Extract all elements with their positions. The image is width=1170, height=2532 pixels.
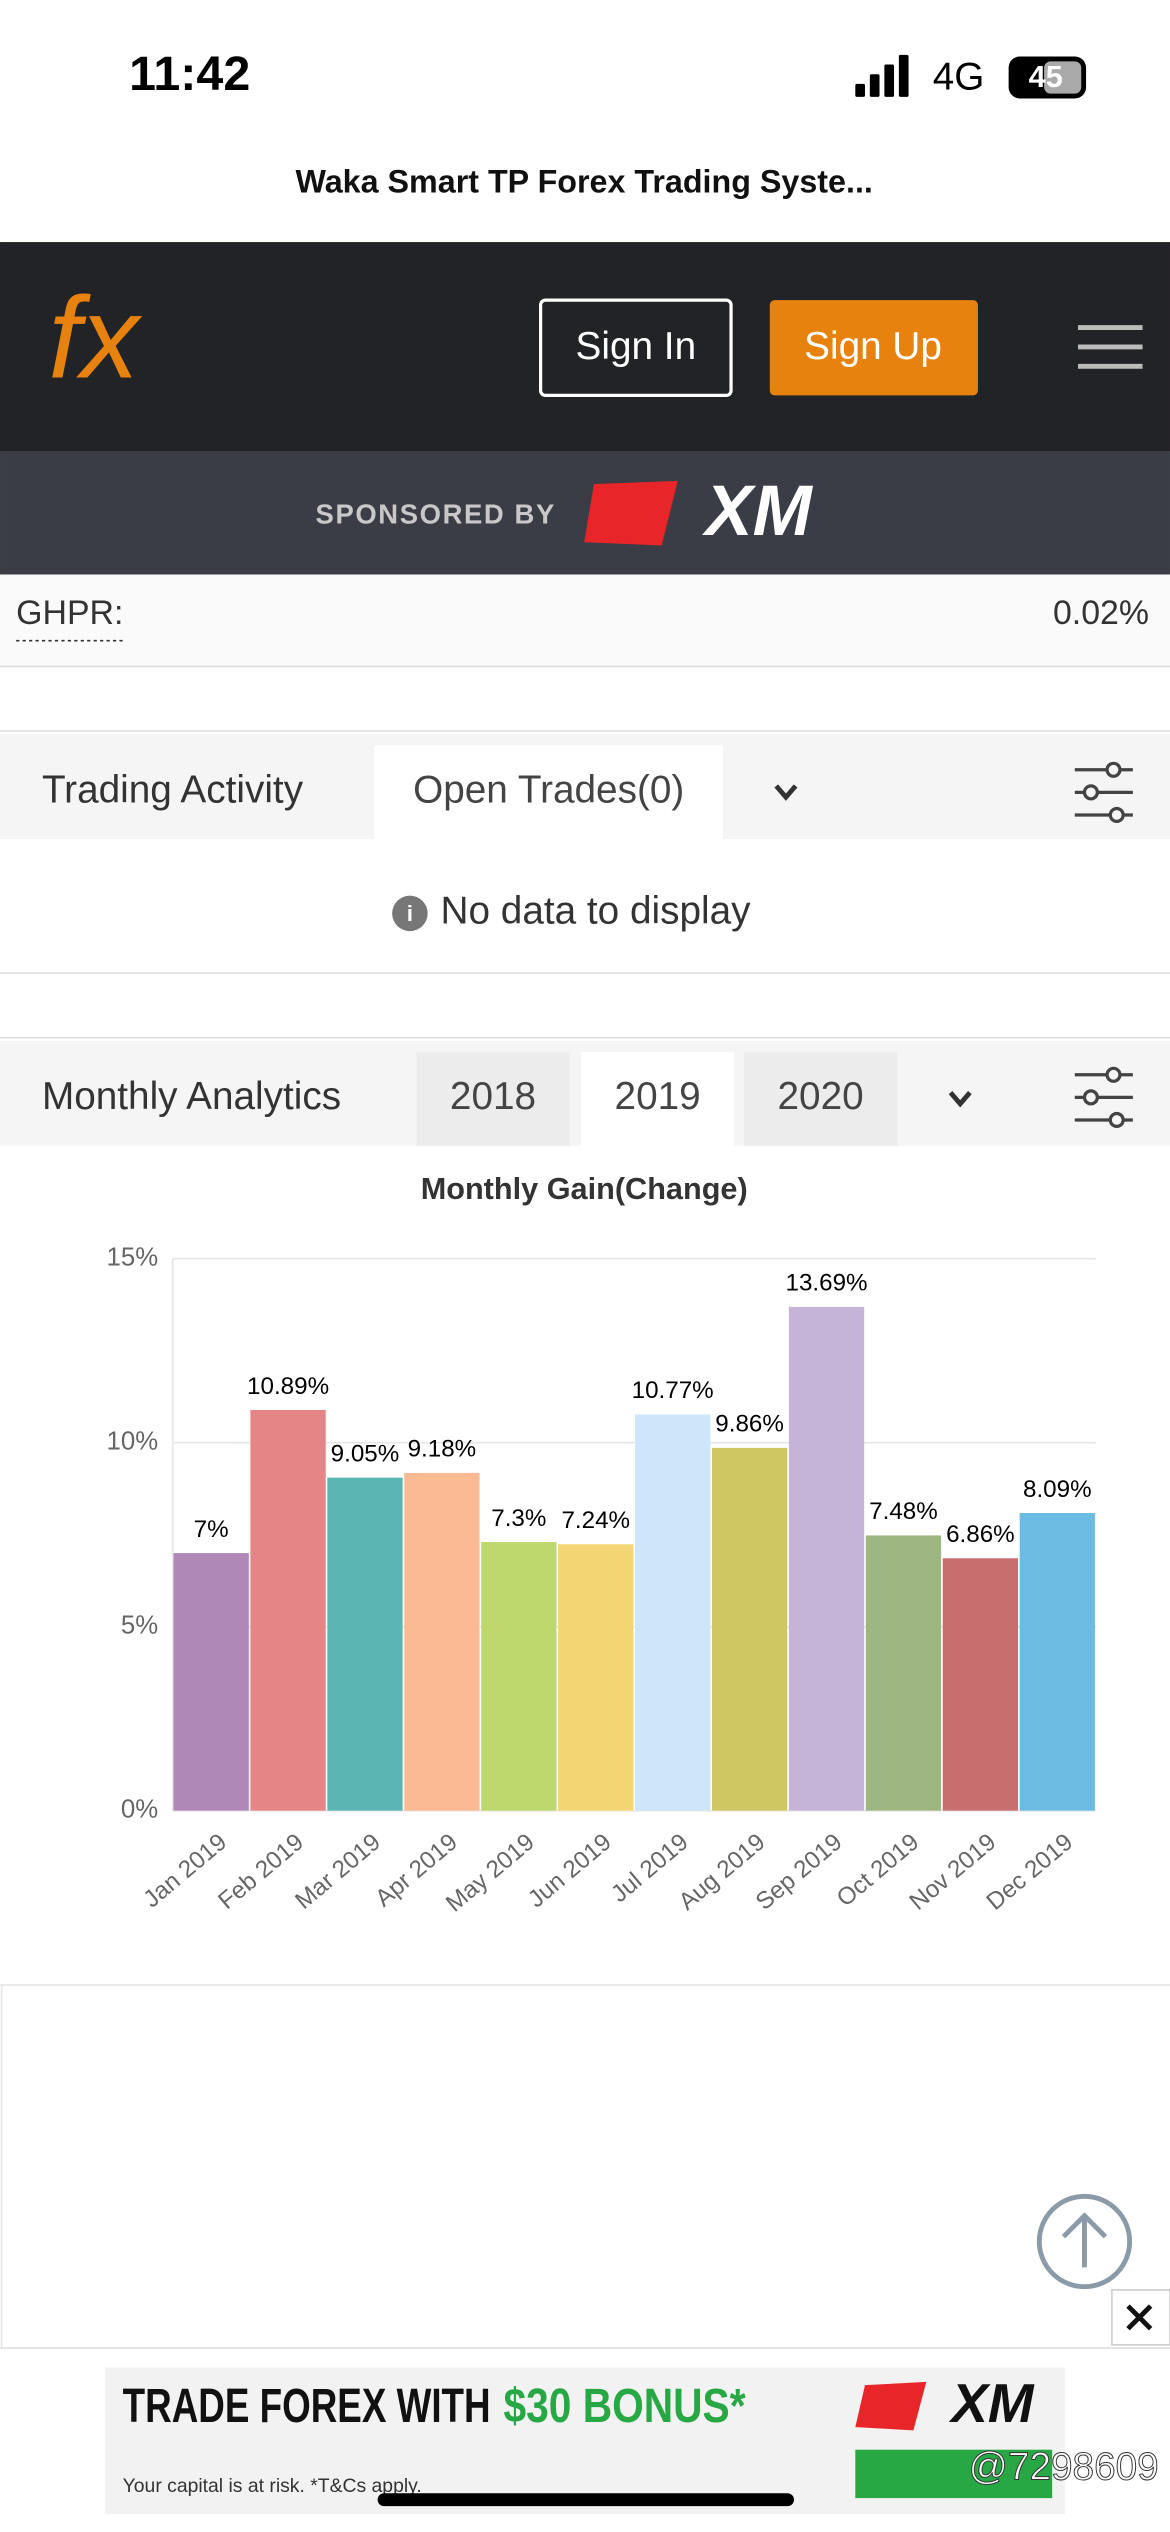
- home-indicator: [377, 2493, 794, 2507]
- scroll-top-arrow[interactable]: [1061, 2212, 1108, 2268]
- ghpr-row: [0, 574, 1170, 667]
- bar: [404, 1472, 480, 1811]
- y-tick-label: 15%: [106, 1244, 158, 1272]
- ad-disclaimer[interactable]: Your capital is at risk. *T&Cs apply.: [123, 2475, 422, 2497]
- data-label: 10.89%: [247, 1373, 329, 1400]
- ghpr-label: GHPR:: [16, 594, 123, 632]
- ghpr-value: 0.02%: [1053, 594, 1149, 632]
- ad-button[interactable]: [855, 2449, 1053, 2499]
- y-tick-label: 10%: [106, 1428, 158, 1456]
- x-tick-label: Aug 2019: [674, 1829, 771, 1916]
- ad-headline[interactable]: TRADE FOREX WITH: [123, 2379, 491, 2433]
- trading-title: Trading Activity: [42, 769, 304, 812]
- ad-close-icon[interactable]: [1126, 2304, 1153, 2331]
- data-label: 8.09%: [1023, 1476, 1092, 1503]
- trading-tab-label[interactable]: Open Trades(0): [413, 769, 684, 812]
- data-label: 10.77%: [632, 1377, 714, 1404]
- status-time: 11:42: [129, 47, 250, 101]
- year-tab-label[interactable]: 2018: [450, 1075, 536, 1118]
- sponsor-logo-mark: [584, 480, 678, 546]
- data-label: 9.18%: [408, 1436, 477, 1463]
- sign-up-label[interactable]: Sign Up: [804, 325, 942, 368]
- x-tick-label: Dec 2019: [981, 1829, 1078, 1916]
- year-tab-label[interactable]: 2020: [778, 1075, 864, 1118]
- filter-icon[interactable]: [1074, 761, 1133, 824]
- battery-level: 45: [1029, 60, 1063, 94]
- sign-up-button[interactable]: [769, 300, 978, 396]
- monthly-title: Monthly Analytics: [42, 1075, 341, 1118]
- data-label: 7.3%: [491, 1505, 546, 1532]
- bar: [250, 1409, 326, 1811]
- dropdown-chevron[interactable]: [774, 784, 798, 801]
- year-tab[interactable]: [416, 1052, 570, 1146]
- chart-title: Monthly Gain(Change): [421, 1172, 748, 1206]
- y-tick-label: 0%: [121, 1795, 158, 1823]
- data-label: 7.24%: [561, 1507, 630, 1534]
- data-label: 7.48%: [869, 1498, 938, 1525]
- ad-logo-mark[interactable]: [855, 2381, 927, 2431]
- year-tab[interactable]: [743, 1052, 898, 1146]
- status-network: 4G: [933, 55, 985, 98]
- x-tick-label: Feb 2019: [213, 1829, 309, 1915]
- data-label: 6.86%: [946, 1521, 1015, 1548]
- year-tab-label[interactable]: 2019: [615, 1075, 701, 1118]
- bar: [327, 1477, 403, 1811]
- data-label: 9.05%: [331, 1440, 400, 1467]
- dropdown-chevron[interactable]: [948, 1090, 972, 1108]
- x-tick-label: Mar 2019: [290, 1829, 386, 1915]
- bar: [558, 1544, 634, 1811]
- sponsor-brand[interactable]: XM: [701, 472, 813, 551]
- bar: [173, 1553, 249, 1811]
- menu-icon[interactable]: [1078, 325, 1143, 369]
- info-icon-glyph: i: [407, 901, 413, 926]
- bar: [865, 1535, 942, 1811]
- year-tabs: 2018 2019 2020: [416, 1052, 898, 1146]
- sign-in-label[interactable]: Sign In: [576, 325, 697, 368]
- bar: [942, 1558, 1019, 1811]
- watermark: @7298609: [969, 2445, 1159, 2488]
- page-title: Waka Smart TP Forex Trading Syste...: [295, 164, 872, 200]
- bar: [1019, 1512, 1095, 1811]
- empty-message: No data to display: [441, 890, 752, 933]
- sponsor-label: SPONSORED BY: [316, 499, 556, 530]
- bar: [711, 1447, 788, 1811]
- data-label: 9.86%: [715, 1411, 784, 1438]
- battery-empty: [1044, 61, 1082, 94]
- ad-brand[interactable]: XM: [948, 2372, 1035, 2434]
- x-tick-label: Jun 2019: [523, 1829, 617, 1914]
- sponsor-bar: [0, 451, 1170, 575]
- trading-tab[interactable]: [374, 745, 723, 840]
- year-tab[interactable]: [580, 1052, 735, 1146]
- data-label: 13.69%: [786, 1270, 868, 1297]
- bar: [481, 1542, 557, 1811]
- bar: [635, 1414, 711, 1811]
- sign-in-button[interactable]: [539, 298, 733, 397]
- info-icon: [392, 895, 428, 932]
- bar: [788, 1306, 865, 1811]
- ad-bonus[interactable]: $30 BONUS*: [504, 2379, 746, 2433]
- y-tick-label: 5%: [121, 1612, 158, 1640]
- data-label: 7%: [194, 1516, 229, 1543]
- x-tick-label: Sep 2019: [751, 1829, 848, 1916]
- logo[interactable]: fx: [48, 273, 142, 403]
- signal-icon: [855, 54, 909, 97]
- x-tick-label: Nov 2019: [905, 1829, 1002, 1916]
- filter-icon[interactable]: [1074, 1066, 1133, 1129]
